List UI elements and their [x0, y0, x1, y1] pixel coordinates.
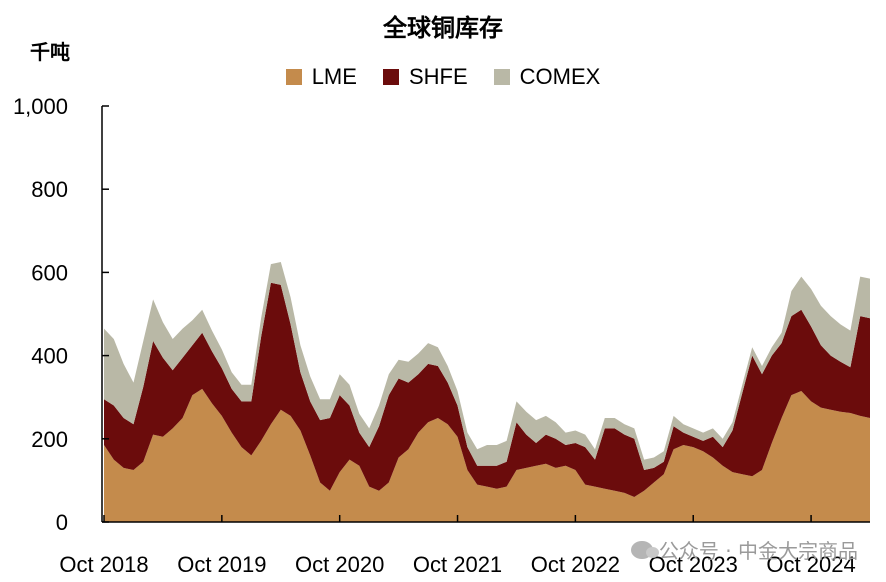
legend-swatch-lme	[285, 69, 302, 85]
legend: LME SHFE COMEX	[0, 64, 886, 90]
area-series-lme	[104, 388, 870, 522]
y-tick-label: 600	[31, 260, 68, 285]
chart-title: 全球铜库存	[383, 14, 503, 42]
y-tick-label: 400	[31, 344, 68, 369]
x-tick-label: Oct 2022	[531, 552, 620, 577]
watermark: 公众号 · 中金大宗商品	[630, 535, 858, 564]
x-tick-label: Oct 2023	[649, 552, 738, 577]
x-tick-label: Oct 2018	[59, 552, 148, 577]
y-tick-label: 0	[56, 510, 68, 535]
legend-label-lme: LME	[311, 64, 357, 89]
area-series-shfe	[104, 282, 870, 497]
x-tick-label: Oct 2024	[766, 552, 855, 577]
legend-label-shfe: SHFE	[408, 64, 468, 89]
x-tick-label: Oct 2019	[177, 552, 266, 577]
legend-label-comex: COMEX	[519, 64, 601, 89]
wechat-icon	[630, 540, 659, 559]
x-tick-label: Oct 2020	[295, 552, 384, 577]
y-tick-label: 200	[31, 427, 68, 452]
legend-swatch-shfe	[382, 69, 399, 85]
x-tick-label: Oct 2021	[413, 552, 502, 577]
legend-item-lme: LME	[285, 64, 357, 90]
legend-item-shfe: SHFE	[382, 64, 468, 90]
y-tick-label: 1,000	[13, 94, 68, 119]
y-tick-label: 800	[31, 177, 68, 202]
legend-item-comex: COMEX	[493, 64, 601, 90]
watermark-text: 公众号 · 中金大宗商品	[658, 539, 858, 563]
legend-swatch-comex	[493, 69, 510, 85]
y-axis-unit: 千吨	[30, 40, 70, 64]
